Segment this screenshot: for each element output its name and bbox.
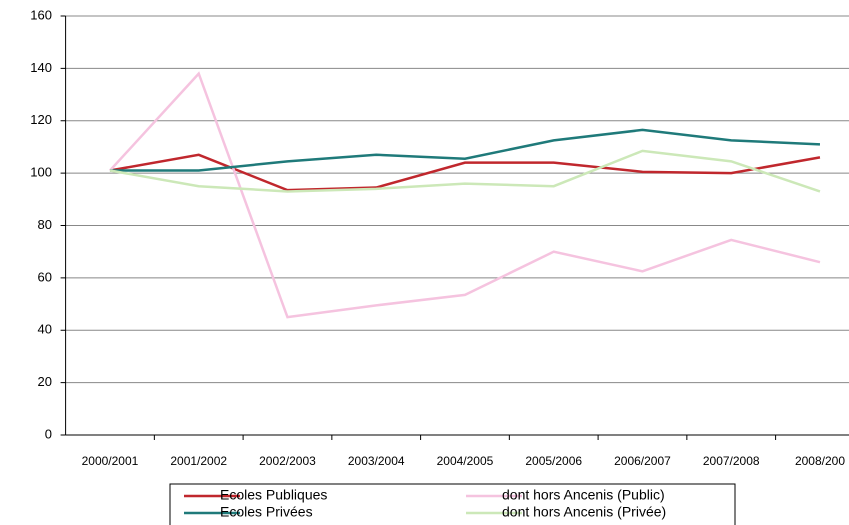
x-tick-label: 2003/2004	[348, 454, 405, 468]
legend-label: Ecoles Publiques	[220, 487, 327, 503]
series-line	[109, 149, 821, 193]
y-tick-label: 160	[30, 7, 52, 22]
y-tick-label: 120	[30, 112, 52, 127]
y-tick-label: 80	[38, 217, 52, 232]
x-tick-label: 2006/2007	[614, 454, 671, 468]
series-line	[109, 128, 821, 172]
x-tick-label: 2001/2002	[170, 454, 227, 468]
y-tick-label: 100	[30, 165, 52, 180]
x-tick-label: 2000/2001	[82, 454, 139, 468]
legend-label: Ecoles Privées	[220, 504, 313, 520]
x-tick-label: 2004/2005	[437, 454, 494, 468]
legend-label: dont hors Ancenis (Public)	[502, 487, 665, 503]
x-tick-label: 2002/2003	[259, 454, 316, 468]
y-tick-label: 60	[38, 269, 52, 284]
x-tick-label: 2008/200	[795, 454, 845, 468]
x-tick-label: 2007/2008	[703, 454, 760, 468]
y-tick-label: 40	[38, 322, 52, 337]
y-tick-label: 0	[45, 426, 52, 441]
legend-label: dont hors Ancenis (Privée)	[502, 504, 666, 520]
y-tick-label: 20	[38, 374, 52, 389]
legend-box	[169, 483, 736, 525]
x-tick-label: 2005/2006	[525, 454, 582, 468]
series-line	[109, 71, 821, 319]
y-tick-label: 140	[30, 60, 52, 75]
